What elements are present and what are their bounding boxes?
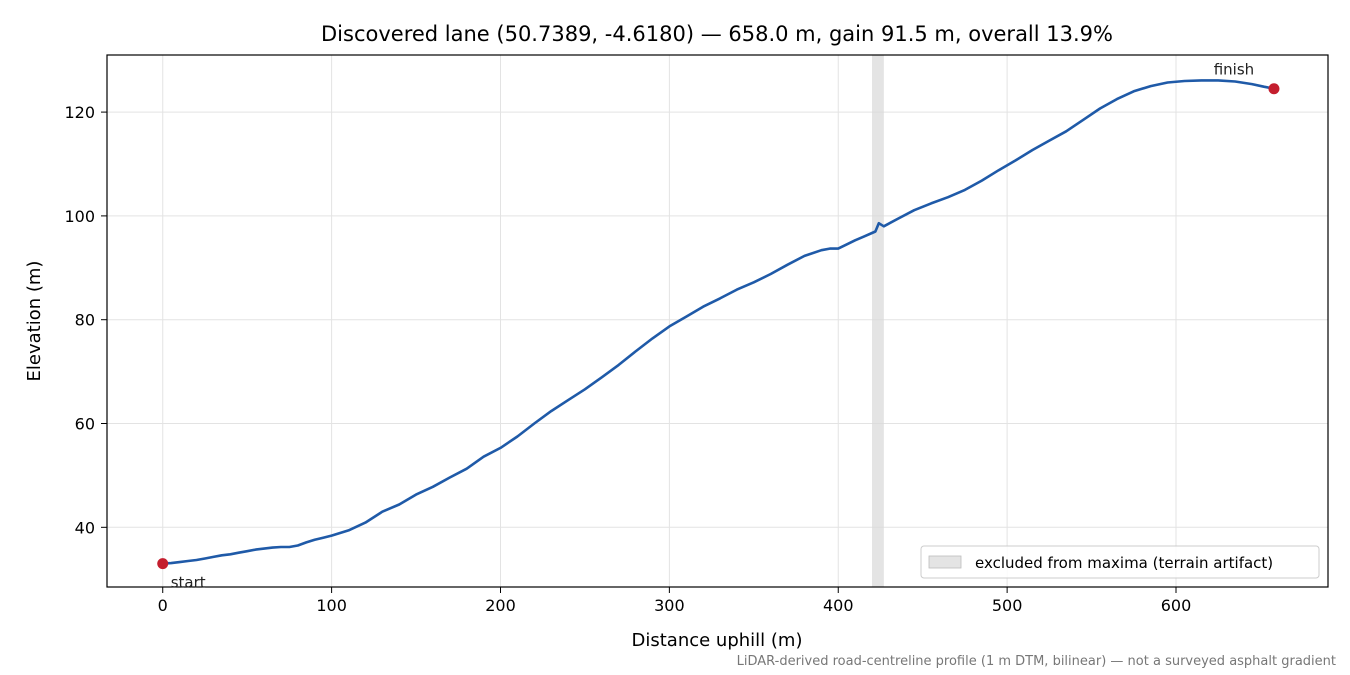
x-tick-label: 300: [654, 596, 685, 615]
legend-swatch: [928, 555, 962, 569]
legend-entry-excluded: excluded from maxima (terrain artifact): [975, 554, 1273, 572]
y-tick-label: 40: [75, 518, 95, 537]
finish-annotation: finish: [1214, 61, 1254, 79]
profile-line: [162, 79, 1275, 565]
x-tick-label: 0: [158, 596, 168, 615]
grid: [107, 55, 1328, 587]
x-axis-ticks: 0 100 200 300 400 500 600: [158, 587, 1192, 615]
profile-line-layer: [162, 79, 1275, 565]
y-tick-label: 60: [75, 415, 95, 434]
finish-marker: [1268, 83, 1280, 95]
legend-box: [920, 545, 1320, 579]
y-axis-label: Elevation (m): [24, 261, 45, 382]
legend: excluded from maxima (terrain artifact): [920, 545, 1320, 579]
y-tick-label: 120: [64, 103, 95, 122]
y-axis-ticks: 40 60 80 100 120: [64, 103, 107, 537]
excluded-band-layer: [872, 55, 884, 587]
plot-frame: [106, 54, 1329, 588]
x-tick-label: 500: [992, 596, 1023, 615]
x-tick-label: 200: [485, 596, 516, 615]
excluded-band: [872, 55, 884, 587]
x-axis-label: Distance uphill (m): [632, 630, 803, 651]
chart-title: Discovered lane (50.7389, -4.6180) — 658…: [321, 22, 1113, 46]
start-annotation: start: [171, 574, 206, 592]
footnote: LiDAR-derived road-centreline profile (1…: [737, 654, 1336, 669]
x-tick-label: 400: [823, 596, 854, 615]
y-tick-label: 100: [64, 207, 95, 226]
y-tick-label: 80: [75, 311, 95, 330]
x-tick-label: 600: [1161, 596, 1192, 615]
start-marker: [157, 558, 169, 570]
marker-layer: [157, 83, 1280, 570]
x-tick-label: 100: [316, 596, 347, 615]
